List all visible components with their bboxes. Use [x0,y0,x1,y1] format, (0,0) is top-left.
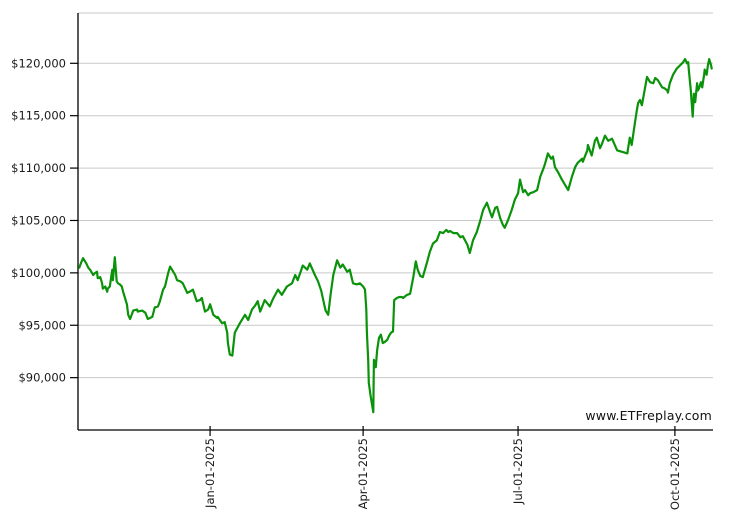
y-tick-label: $120,000 [11,56,66,70]
gridlines-group [78,12,713,379]
etfreplay-watermark: www.ETFreplay.com [585,408,712,423]
axis-spines [77,13,713,431]
y-tick-label: $115,000 [11,109,66,123]
x-tick-label: Oct-01-2025 [668,438,682,510]
y-tick-label: $95,000 [18,318,66,332]
y-tick-label: $90,000 [18,371,66,385]
x-tick-label: Jan-01-2025 [203,438,217,509]
x-axis-labels: Jan-01-2025 Apr-01-2025 Jul-01-2025 Oct-01-… [203,426,682,510]
price-line [78,57,713,414]
x-tick-label: Apr-01-2025 [356,438,370,509]
y-tick-label: $110,000 [11,161,66,175]
y-tick-label: $100,000 [11,266,66,280]
y-tick-label: $105,000 [11,213,66,227]
x-tick-label: Jul-01-2025 [511,438,525,505]
y-axis-labels: $90,000 $95,000 $100,000 $105,000 $110,000 $1… [11,56,78,385]
